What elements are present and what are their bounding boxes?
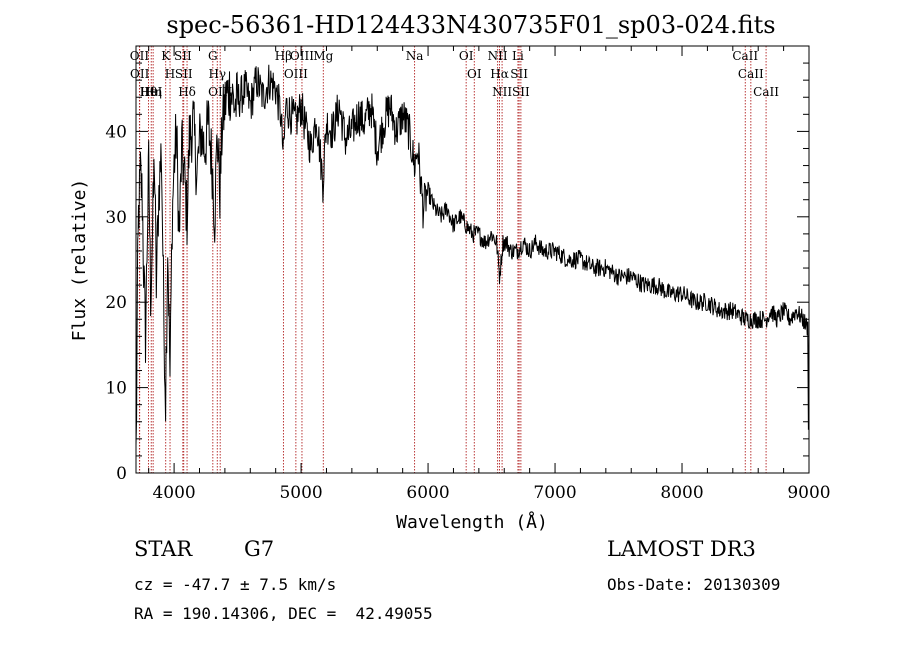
line-label: OIII <box>284 67 308 81</box>
line-label: SII <box>174 49 192 63</box>
line-label: HeI <box>140 85 163 99</box>
line-label: OII <box>130 49 150 63</box>
x-axis-label: Wavelength (Å) <box>396 511 548 533</box>
line-marker-labels: OIIOIIHθHeIHηKHSIISIIHδGHγOIIIHβOIIIOIII… <box>130 49 779 99</box>
line-label: Li <box>512 49 524 63</box>
line-label: Mg <box>313 49 333 63</box>
line-label: OIII <box>290 49 314 63</box>
object-subclass: G7 <box>244 537 275 561</box>
y-axis-label: Flux (relative) <box>69 179 90 342</box>
y-tick-label: 40 <box>105 122 127 142</box>
line-label: G <box>208 49 218 63</box>
line-label: CaII <box>753 85 779 99</box>
x-tick-label: 5000 <box>279 483 322 503</box>
line-label: Hβ <box>275 49 292 63</box>
line-label: SII <box>510 67 528 81</box>
line-label: Hγ <box>208 67 226 81</box>
line-label: NII <box>492 85 512 99</box>
x-tick-label: 8000 <box>660 483 703 503</box>
x-tick-label: 4000 <box>152 483 195 503</box>
line-label: CaII <box>738 67 764 81</box>
line-label: H <box>165 67 175 81</box>
y-tick-label: 10 <box>105 379 127 399</box>
y-tick-label: 30 <box>105 208 127 228</box>
line-label: OII <box>130 67 150 81</box>
line-label: Na <box>406 49 424 63</box>
line-label: SII <box>512 85 530 99</box>
plot-frame <box>135 45 810 474</box>
line-label: Hα <box>490 67 509 81</box>
line-label: OI <box>459 49 474 63</box>
x-axis-ticks: 4000 5000 6000 7000 8000 9000 <box>148 46 831 503</box>
x-tick-label: 9000 <box>787 483 830 503</box>
y-tick-label: 0 <box>116 464 127 484</box>
line-label: Hδ <box>178 85 196 99</box>
survey-name: LAMOST DR3 <box>607 537 756 561</box>
line-label: K <box>161 49 171 63</box>
object-class: STAR <box>134 537 193 561</box>
line-label: OI <box>467 67 482 81</box>
line-label: Hθ <box>140 85 158 99</box>
spectrum-line <box>135 64 810 446</box>
line-markers <box>138 46 767 473</box>
redshift-velocity: cz = -47.7 ± 7.5 km/s <box>134 575 337 594</box>
line-label: CaII <box>732 49 758 63</box>
y-axis-ticks: 0 10 20 30 40 <box>105 62 809 484</box>
x-tick-label: 7000 <box>533 483 576 503</box>
y-tick-label: 20 <box>105 293 127 313</box>
chart-title: spec-56361-HD124433N430735F01_sp03-024.f… <box>166 11 775 39</box>
coordinates: RA = 190.14306, DEC = 42.49055 <box>134 604 433 623</box>
line-label: Hη <box>144 85 162 99</box>
observation-date: Obs-Date: 20130309 <box>607 575 781 594</box>
x-tick-label: 6000 <box>406 483 449 503</box>
line-label: NII <box>488 49 508 63</box>
line-label: SII <box>175 67 193 81</box>
